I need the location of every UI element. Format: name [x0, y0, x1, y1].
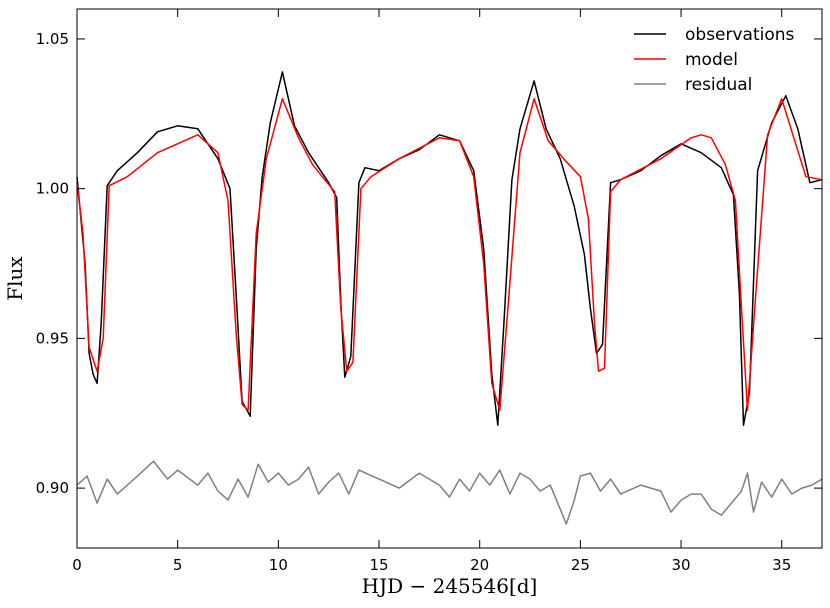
- x-tick-label: 10: [269, 556, 288, 574]
- x-tick-label: 35: [772, 556, 791, 574]
- plot-lines: [76, 71, 823, 525]
- y-axis-title: Flux: [3, 256, 27, 301]
- legend-label-model: model: [685, 50, 738, 70]
- y-axis: 0.90 0.95 1.00 1.05: [36, 30, 822, 497]
- x-tick-label: 30: [672, 556, 691, 574]
- series-line-observations: [76, 71, 823, 426]
- series-line-model: [76, 98, 823, 412]
- y-tick-label: 1.05: [36, 30, 69, 48]
- y-tick-label: 0.95: [36, 329, 69, 347]
- x-axis: 0 5 10 15 20 25 30 35: [72, 9, 791, 574]
- y-tick-label: 0.90: [36, 479, 69, 497]
- legend: observations model residual: [634, 25, 795, 95]
- legend-label-residual: residual: [685, 75, 752, 95]
- series-line-residual: [76, 460, 823, 525]
- y-tick-label: 1.00: [36, 180, 69, 198]
- x-tick-label: 0: [72, 556, 82, 574]
- x-tick-label: 5: [173, 556, 183, 574]
- x-tick-label: 20: [470, 556, 489, 574]
- legend-label-observations: observations: [685, 25, 795, 45]
- x-axis-title: HJD − 245546[d]: [362, 574, 538, 598]
- x-tick-label: 15: [369, 556, 388, 574]
- x-tick-label: 25: [571, 556, 590, 574]
- plot-frame: [76, 8, 823, 549]
